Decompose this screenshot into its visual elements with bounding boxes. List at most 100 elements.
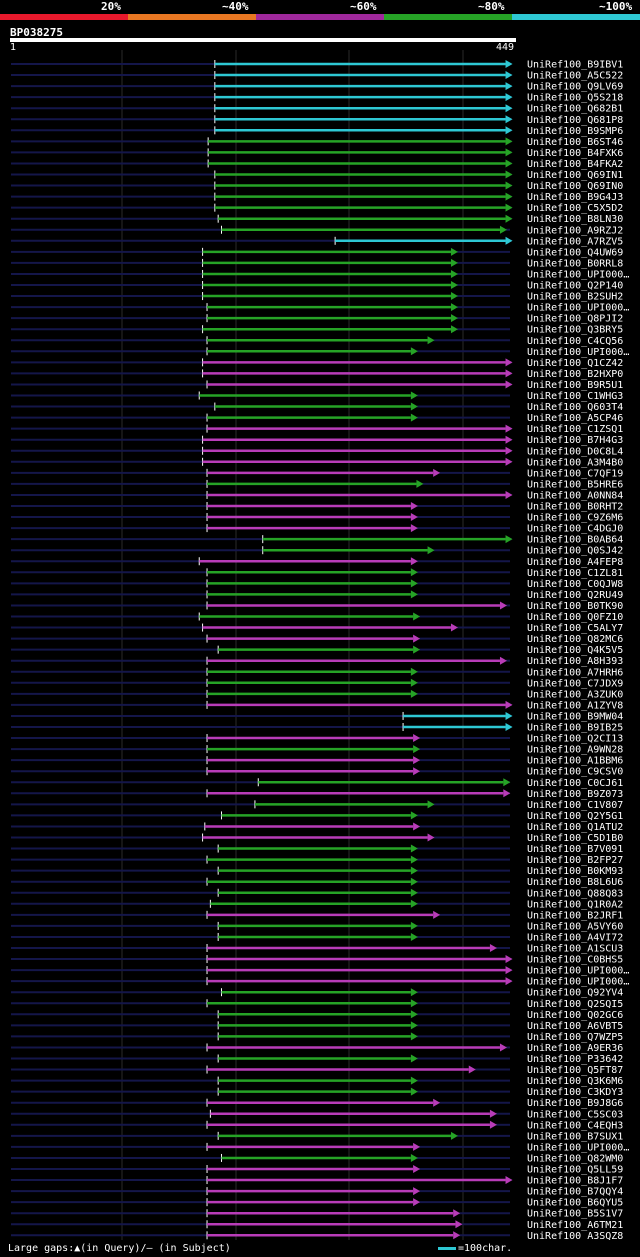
hit-accession: UniRef100_A6VBT5 bbox=[527, 1021, 623, 1032]
hit-arrowhead bbox=[489, 1109, 497, 1118]
hit-arrowhead bbox=[505, 424, 513, 433]
hit-arrowhead bbox=[505, 159, 513, 168]
hit-arrowhead bbox=[413, 612, 421, 621]
hit-arrowhead bbox=[410, 932, 418, 941]
hit-accession: UniRef100_B6QYU5 bbox=[527, 1198, 623, 1209]
hit-accession: UniRef100_B7QQY4 bbox=[527, 1187, 623, 1198]
hit-accession: UniRef100_A1ZYV8 bbox=[527, 700, 623, 711]
hit-accession: UniRef100_Q2SQI5 bbox=[527, 999, 623, 1010]
hit-arrowhead bbox=[455, 1220, 463, 1229]
hit-accession: UniRef100_Q682B1 bbox=[527, 104, 623, 115]
hit-arrowhead bbox=[505, 137, 513, 146]
hit-arrowhead bbox=[410, 988, 418, 997]
hit-arrowhead bbox=[505, 148, 513, 157]
hit-arrowhead bbox=[410, 667, 418, 676]
hit-accession: UniRef100_Q1CZ42 bbox=[527, 358, 623, 369]
hit-accession: UniRef100_A8H393 bbox=[527, 656, 623, 667]
hit-accession: UniRef100_C1WHG3 bbox=[527, 391, 623, 402]
hit-arrowhead bbox=[489, 944, 497, 952]
query-ruler bbox=[10, 38, 516, 42]
hit-accession: UniRef100_C5D1B0 bbox=[527, 833, 623, 844]
identity-band bbox=[128, 14, 256, 20]
hit-accession: UniRef100_A4FEP8 bbox=[527, 557, 623, 568]
hit-arrowhead bbox=[410, 590, 418, 599]
hit-arrowhead bbox=[503, 778, 511, 787]
hit-arrowhead bbox=[410, 557, 418, 566]
hit-arrowhead bbox=[505, 723, 513, 731]
hit-accession: UniRef100_Q69IN1 bbox=[527, 170, 623, 181]
hit-accession: UniRef100_Q69IN0 bbox=[527, 181, 623, 192]
hit-accession: UniRef100_Q4UW69 bbox=[527, 247, 623, 258]
hit-arrowhead bbox=[505, 490, 513, 499]
hit-accession: UniRef100_C4DGJ0 bbox=[527, 524, 623, 535]
hit-accession: UniRef100_C5ALY7 bbox=[527, 623, 623, 634]
hit-accession: UniRef100_Q3BRY5 bbox=[527, 325, 623, 336]
hit-accession: UniRef100_B7SUX1 bbox=[527, 1131, 623, 1142]
hit-accession: UniRef100_Q5S218 bbox=[527, 93, 623, 104]
hit-arrowhead bbox=[413, 1187, 421, 1196]
hit-accession: UniRef100_Q88Q83 bbox=[527, 888, 623, 899]
identity-band bbox=[0, 14, 128, 20]
hit-arrowhead bbox=[450, 247, 458, 256]
identity-band bbox=[384, 14, 512, 20]
hit-arrowhead bbox=[413, 734, 421, 743]
hit-arrowhead bbox=[450, 1131, 458, 1140]
hit-arrowhead bbox=[413, 745, 421, 754]
hit-accession: UniRef100_Q1R0A2 bbox=[527, 899, 623, 910]
identity-band-label: ~60% bbox=[350, 0, 377, 13]
hit-accession: UniRef100_UPI000… bbox=[527, 269, 629, 280]
hit-arrowhead bbox=[499, 601, 507, 610]
hit-arrowhead bbox=[427, 336, 435, 345]
hit-accession: UniRef100_A7HRH6 bbox=[527, 667, 623, 678]
hit-accession: UniRef100_Q02GC6 bbox=[527, 1010, 623, 1021]
hit-accession: UniRef100_B7V091 bbox=[527, 844, 623, 855]
hit-accession: UniRef100_C1V807 bbox=[527, 800, 623, 811]
hit-accession: UniRef100_C0BHS5 bbox=[527, 955, 623, 966]
hit-accession: UniRef100_Q3K6M6 bbox=[527, 1076, 623, 1087]
hit-arrowhead bbox=[505, 192, 513, 201]
hit-arrowhead bbox=[410, 524, 418, 533]
scale-legend-label: =100char. bbox=[458, 1243, 513, 1254]
hit-arrowhead bbox=[450, 623, 458, 632]
hit-accession: UniRef100_C7JDX9 bbox=[527, 678, 623, 689]
hit-accession: UniRef100_C0CJ61 bbox=[527, 778, 623, 789]
hit-accession: UniRef100_B0TK90 bbox=[527, 601, 623, 612]
hit-accession: UniRef100_P33642 bbox=[527, 1054, 623, 1065]
hit-accession: UniRef100_UPI000… bbox=[527, 1142, 629, 1153]
hit-arrowhead bbox=[505, 380, 513, 389]
hit-accession: UniRef100_A5VY60 bbox=[527, 921, 623, 932]
hit-arrowhead bbox=[505, 203, 513, 212]
hit-accession: UniRef100_B8J1F7 bbox=[527, 1176, 623, 1187]
hit-arrowhead bbox=[505, 955, 513, 964]
hit-arrowhead bbox=[410, 1087, 418, 1096]
hit-accession: UniRef100_B4FKA2 bbox=[527, 159, 623, 170]
hit-accession: UniRef100_Q0FZ10 bbox=[527, 612, 623, 623]
hit-arrowhead bbox=[499, 1043, 507, 1052]
hit-accession: UniRef100_Q2RU49 bbox=[527, 590, 623, 601]
hit-arrowhead bbox=[505, 214, 513, 223]
hit-accession: UniRef100_B6ST46 bbox=[527, 137, 623, 148]
hit-arrowhead bbox=[410, 999, 418, 1008]
hit-accession: UniRef100_B9R5U1 bbox=[527, 380, 623, 391]
hit-accession: UniRef100_A3ZUK0 bbox=[527, 689, 623, 700]
query-start-label: 1 bbox=[10, 42, 17, 53]
hit-arrowhead bbox=[413, 1142, 421, 1151]
hit-accession: UniRef100_B9SMP6 bbox=[527, 126, 623, 137]
hit-accession: UniRef100_B9IB25 bbox=[527, 723, 623, 734]
hit-accession: UniRef100_Q5FT87 bbox=[527, 1065, 623, 1076]
hit-accession: UniRef100_C0QJW8 bbox=[527, 579, 623, 590]
hit-arrowhead bbox=[505, 181, 513, 190]
hit-arrowhead bbox=[413, 634, 421, 643]
identity-band-label: ~40% bbox=[222, 0, 249, 13]
hit-arrowhead bbox=[416, 479, 424, 488]
hit-accession: UniRef100_B8L6U6 bbox=[527, 877, 623, 888]
hit-arrowhead bbox=[505, 82, 513, 91]
hit-accession: UniRef100_A5C522 bbox=[527, 71, 623, 82]
hit-accession: UniRef100_B0RHT2 bbox=[527, 502, 623, 513]
hit-accession: UniRef100_B2HXP0 bbox=[527, 369, 623, 380]
hit-accession: UniRef100_A3M4B0 bbox=[527, 457, 623, 468]
hit-arrowhead bbox=[505, 104, 513, 113]
hit-accession: UniRef100_B9IBV1 bbox=[527, 60, 623, 71]
query-end-label: 449 bbox=[496, 42, 515, 53]
